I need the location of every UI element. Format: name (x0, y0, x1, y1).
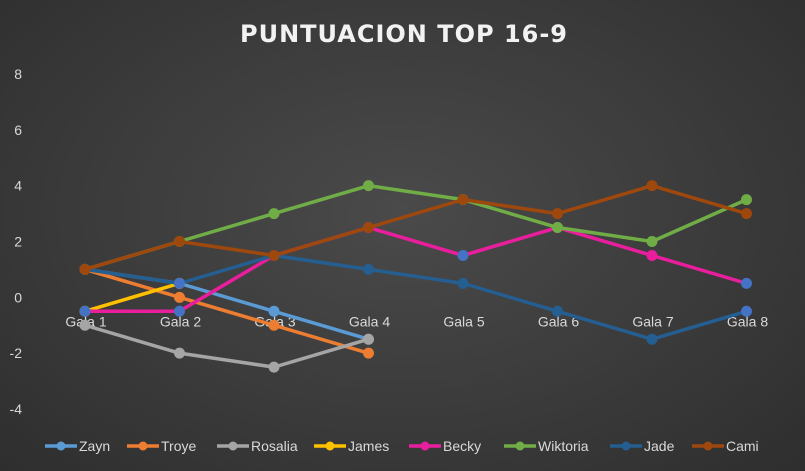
x-tick-label: Gala 6 (538, 313, 579, 329)
series-line (83, 267, 371, 341)
legend-label: Wiktoria (538, 438, 589, 454)
series-line (83, 183, 749, 272)
data-point (741, 277, 752, 289)
series-line (83, 267, 371, 355)
legend-swatch-marker (138, 441, 148, 451)
chart-title: PUNTUACION TOP 16-9 (240, 20, 568, 48)
data-point (363, 347, 374, 359)
legend-swatch-marker (515, 441, 525, 451)
series-layer (79, 180, 752, 373)
legend-item: Cami (692, 438, 759, 454)
series-line (83, 183, 749, 272)
y-tick-label: 8 (14, 66, 22, 82)
x-tick-label: Gala 5 (443, 313, 484, 329)
y-tick-label: -2 (10, 345, 23, 361)
data-point (552, 305, 563, 317)
data-point (741, 305, 752, 317)
y-tick-label: -4 (10, 401, 23, 417)
series-cami (79, 180, 752, 275)
y-tick-label: 4 (14, 178, 22, 194)
legend: Zayn Troye Rosalia James Becky Wiktoria Jade Ca… (45, 438, 759, 454)
data-point (646, 333, 658, 345)
y-axis-ticks: 8 6 4 2 0 -2 -4 (10, 66, 23, 417)
data-point (174, 236, 185, 247)
x-tick-label: Gala 7 (632, 313, 673, 329)
x-tick-label: Gala 2 (160, 313, 201, 329)
data-point (79, 319, 91, 331)
data-point (363, 263, 374, 275)
data-point (457, 277, 469, 289)
y-tick-label: 0 (14, 289, 22, 305)
data-point (174, 277, 185, 289)
series-line (83, 323, 371, 369)
data-point (174, 291, 185, 303)
legend-item: James (314, 438, 389, 454)
series-line (83, 281, 182, 314)
legend-swatch-marker (325, 441, 335, 451)
data-point (174, 347, 185, 359)
legend-item: Jade (610, 438, 675, 454)
x-tick-label: Gala 4 (349, 313, 390, 329)
legend-label: James (348, 438, 389, 454)
data-point (363, 333, 374, 345)
legend-swatch-marker (420, 441, 430, 451)
series-becky (79, 222, 752, 317)
data-point (268, 249, 280, 261)
y-tick-label: 2 (14, 234, 22, 250)
data-point (268, 208, 280, 220)
legend-item: Becky (409, 438, 481, 454)
legend-label: Cami (726, 438, 759, 454)
data-point (79, 263, 91, 275)
data-point (268, 361, 280, 373)
legend-swatch-marker (703, 441, 713, 451)
data-point (457, 249, 469, 261)
legend-item: Zayn (45, 438, 110, 454)
data-point (363, 222, 374, 234)
data-point (552, 222, 563, 234)
legend-item: Troye (127, 438, 196, 454)
legend-swatch-marker (621, 441, 631, 451)
data-point (741, 194, 752, 206)
x-axis-ticks: Gala 1 Gala 2 Gala 3 Gala 4 Gala 5 Gala 6 Gala… (65, 313, 768, 329)
x-tick-label: Gala 8 (727, 313, 768, 329)
legend-label: Jade (644, 438, 675, 454)
data-point (268, 319, 280, 331)
data-point (646, 180, 658, 192)
legend-label: Becky (443, 438, 481, 454)
data-point (174, 305, 185, 317)
legend-label: Rosalia (251, 438, 298, 454)
data-point (79, 305, 91, 317)
data-point (646, 236, 658, 247)
data-point (552, 208, 563, 220)
data-point (646, 249, 658, 261)
legend-label: Zayn (79, 438, 110, 454)
data-point (268, 305, 280, 317)
series-rosalia (79, 319, 374, 373)
legend-swatch-marker (228, 441, 238, 451)
legend-item: Rosalia (217, 438, 298, 454)
data-point (363, 180, 374, 192)
series-line (83, 225, 749, 314)
legend-swatch-marker (56, 441, 66, 451)
legend-label: Troye (161, 438, 196, 454)
legend-item: Wiktoria (504, 438, 589, 454)
y-tick-label: 6 (14, 122, 22, 138)
series-line (83, 253, 749, 341)
data-point (457, 194, 469, 206)
data-point (741, 208, 752, 220)
